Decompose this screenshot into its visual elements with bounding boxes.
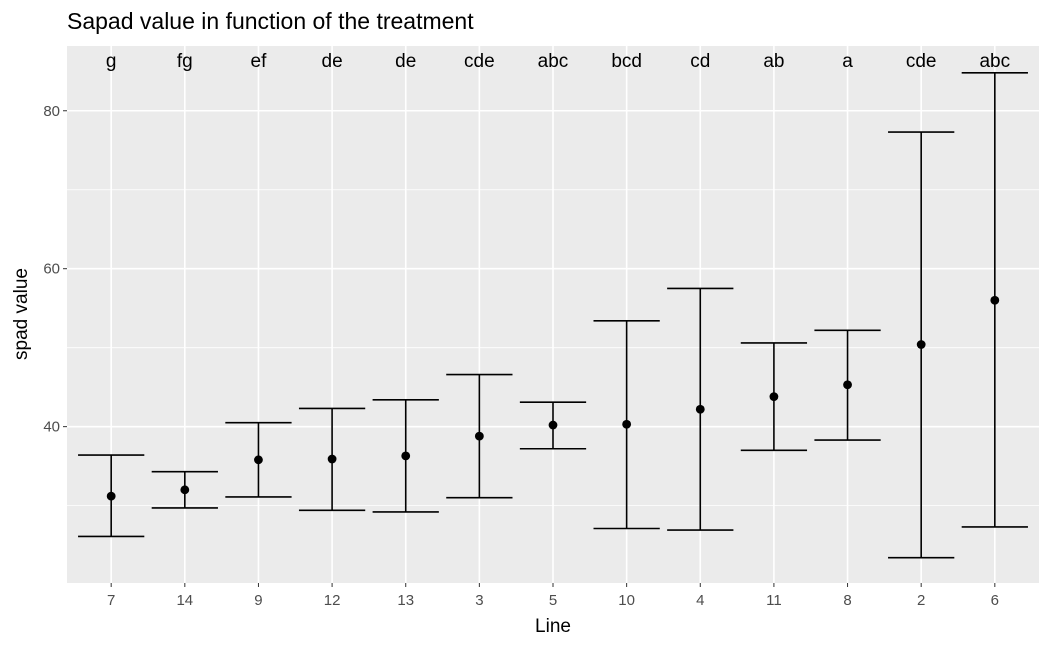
mean-point bbox=[327, 454, 337, 464]
mean-point bbox=[622, 419, 632, 429]
group-letter: cde bbox=[464, 51, 495, 72]
mean-point bbox=[106, 491, 116, 501]
x-tick-label: 8 bbox=[843, 592, 851, 609]
x-axis: 7 14 9 12 13 3 5 10 4 11 8 2 6 bbox=[107, 583, 999, 609]
group-letter: abc bbox=[538, 51, 569, 72]
mean-point bbox=[916, 340, 926, 349]
x-tick-label: 2 bbox=[917, 592, 925, 609]
mean-point bbox=[254, 455, 263, 465]
x-tick-label: 7 bbox=[107, 592, 115, 609]
mean-point bbox=[548, 420, 558, 430]
mean-point bbox=[474, 431, 484, 441]
group-letter: de bbox=[395, 51, 416, 72]
x-tick-label: 10 bbox=[618, 592, 635, 609]
group-letter: ef bbox=[251, 51, 268, 72]
mean-point bbox=[990, 295, 1000, 305]
mean-point bbox=[843, 380, 852, 390]
x-tick-label: 13 bbox=[397, 592, 414, 609]
group-letter: cd bbox=[690, 51, 710, 72]
x-tick-label: 5 bbox=[549, 592, 557, 609]
group-letter: abc bbox=[979, 51, 1010, 72]
x-tick-label: 12 bbox=[324, 592, 341, 609]
group-letter: bcd bbox=[611, 51, 642, 72]
x-tick-label: 4 bbox=[696, 592, 704, 609]
group-letter: de bbox=[322, 51, 343, 72]
group-letter: fg bbox=[177, 51, 193, 72]
x-tick-label: 3 bbox=[475, 592, 483, 609]
mean-point bbox=[769, 392, 779, 402]
x-tick-label: 11 bbox=[766, 592, 782, 609]
group-letter: ab bbox=[763, 51, 784, 72]
mean-point bbox=[401, 451, 411, 461]
x-tick-label: 6 bbox=[991, 592, 999, 609]
mean-point bbox=[695, 404, 705, 414]
mean-points bbox=[106, 295, 1000, 501]
x-tick-label: 9 bbox=[254, 592, 262, 609]
y-axis: 40 60 80 bbox=[43, 103, 67, 436]
y-axis-title: spad value bbox=[11, 268, 32, 360]
x-tick-label: 14 bbox=[176, 592, 193, 609]
mean-point bbox=[180, 485, 190, 495]
group-letter: g bbox=[106, 51, 117, 72]
group-letters: g fg ef de de cde abc bcd cd ab a cde abc bbox=[106, 51, 1010, 72]
y-tick-label: 60 bbox=[43, 261, 60, 278]
x-axis-title: Line bbox=[535, 616, 571, 637]
chart-title: Sapad value in function of the treatment bbox=[67, 8, 474, 34]
y-tick-label: 80 bbox=[43, 103, 60, 120]
group-letter: a bbox=[842, 51, 853, 72]
group-letter: cde bbox=[906, 51, 937, 72]
y-tick-label: 40 bbox=[43, 419, 60, 436]
